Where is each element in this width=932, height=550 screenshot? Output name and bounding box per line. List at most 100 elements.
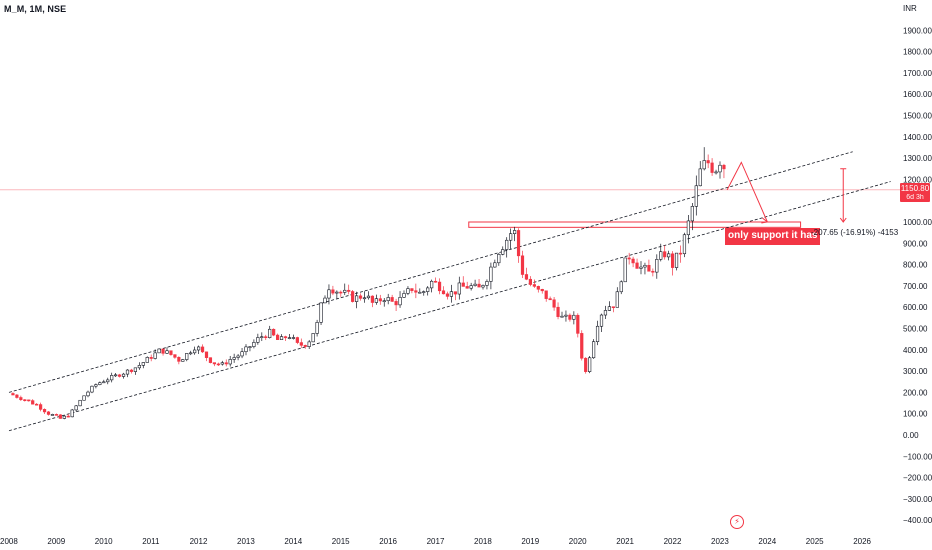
measure-arrowhead [839, 217, 847, 223]
candle-body [722, 164, 726, 170]
candle-body [283, 336, 288, 339]
candle-body [394, 301, 398, 306]
candle-body [509, 233, 513, 241]
support-note-label[interactable]: only support it has [725, 228, 821, 245]
candle-body [457, 282, 461, 295]
y-tick-label: 100.00 [903, 410, 928, 419]
candle-body [98, 382, 102, 385]
candle-body [426, 287, 430, 292]
y-tick-label: −300.00 [903, 495, 932, 504]
candle-body [481, 285, 485, 288]
candle-body [548, 298, 552, 301]
flash-icon[interactable]: ⚡ [730, 515, 744, 529]
candle-body [663, 251, 667, 258]
projection-arrowhead [761, 217, 769, 224]
candle-body [659, 251, 663, 260]
candle-body [710, 162, 714, 173]
candle-body [31, 400, 35, 405]
candle-body [441, 290, 446, 295]
candle-body [54, 414, 58, 416]
candle-body [433, 280, 438, 283]
candle-body [591, 341, 596, 359]
candle-body [315, 322, 319, 334]
candle-body [58, 414, 62, 419]
candle-body [619, 281, 623, 293]
candle-body [19, 397, 23, 400]
candle-body [327, 289, 331, 299]
resistance-zone [468, 221, 802, 228]
candle-body [477, 283, 481, 288]
y-tick-label: 1300.00 [903, 154, 932, 163]
candle-body [386, 297, 390, 302]
y-tick-label: −100.00 [903, 452, 932, 461]
candle-body [275, 334, 280, 340]
candle-body [584, 357, 588, 372]
x-tick-label: 2012 [190, 537, 208, 546]
y-tick-label: 200.00 [903, 388, 928, 397]
candle-body [307, 341, 311, 347]
y-tick-label: −400.00 [903, 516, 932, 525]
x-tick-label: 2019 [521, 537, 539, 546]
candle-body [362, 297, 367, 300]
candle-body [410, 288, 414, 291]
x-tick-label: 2021 [616, 537, 634, 546]
candle-body [670, 253, 675, 268]
candle-body [603, 310, 608, 316]
symbol-title[interactable]: M_M, 1M, NSE [4, 4, 67, 14]
y-tick-label: 300.00 [903, 367, 928, 376]
candle-body [181, 359, 185, 362]
candle-body [505, 239, 509, 250]
candle-body [627, 257, 631, 260]
candle-body [244, 346, 248, 353]
y-tick-label: 1600.00 [903, 90, 932, 99]
candle-body [714, 171, 718, 174]
candle-body [212, 362, 217, 365]
candle-body [358, 295, 363, 299]
candle-body [398, 297, 402, 306]
candle-body [27, 399, 31, 402]
candle-body [149, 357, 153, 359]
candle-body [588, 357, 592, 372]
candle-body [453, 291, 457, 295]
candle-body [639, 266, 643, 269]
candle-body [512, 230, 517, 234]
candle-body [694, 185, 698, 207]
channel-upper-line [8, 151, 853, 393]
candle-body [572, 314, 576, 320]
y-tick-label: −200.00 [903, 474, 932, 483]
x-tick-label: 2022 [664, 537, 682, 546]
x-tick-label: 2023 [711, 537, 729, 546]
candle-body [378, 298, 382, 302]
candle-body [418, 291, 422, 294]
last-price-badge: 1150.80 6d 3h [900, 183, 930, 202]
candle-body [193, 349, 197, 354]
candle-body [354, 295, 359, 302]
candle-body [406, 288, 410, 294]
x-tick-label: 2008 [0, 537, 18, 546]
measure-readout: -207.65 (-16.91%) -4153 [811, 228, 899, 237]
candle-body [118, 374, 122, 377]
candle-body [90, 385, 94, 393]
candle-body [560, 315, 564, 318]
candle-body [331, 289, 335, 294]
y-tick-label: 1500.00 [903, 112, 932, 121]
y-tick-label: 900.00 [903, 239, 928, 248]
candle-body [74, 405, 78, 411]
candle-body [189, 352, 193, 355]
candle-body [173, 354, 177, 358]
y-tick-label: 700.00 [903, 282, 928, 291]
candle-body [169, 350, 173, 355]
candle-body [228, 359, 232, 365]
candle-body [682, 234, 687, 255]
candle-body [339, 291, 343, 294]
candle-body [607, 306, 611, 311]
candle-body [524, 274, 529, 280]
candle-body [125, 369, 130, 375]
candle-body [568, 314, 572, 320]
candle-body [216, 363, 220, 366]
y-tick-label: 1400.00 [903, 133, 932, 142]
y-tick-label: 1800.00 [903, 48, 932, 57]
candle-body [38, 404, 43, 410]
y-tick-label: 1000.00 [903, 218, 932, 227]
